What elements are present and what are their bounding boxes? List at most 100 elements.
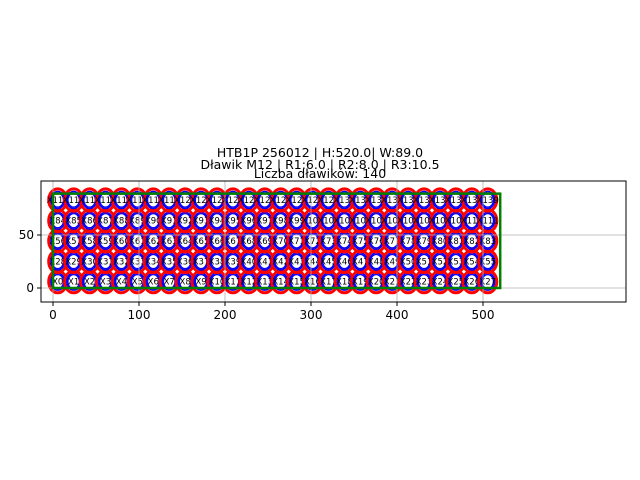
marker-dot <box>159 208 164 213</box>
marker-dot <box>254 228 259 233</box>
marker-dot <box>398 228 403 233</box>
point-label: X35 <box>161 258 178 268</box>
point-label: X79 <box>416 237 433 247</box>
point-label: X69 <box>256 237 273 247</box>
marker-dot <box>190 269 196 274</box>
point-label: X13 <box>256 278 273 288</box>
marker-dot <box>270 228 275 233</box>
marker-dot <box>445 228 451 233</box>
point-label: X28 <box>49 258 66 268</box>
marker-dot <box>461 269 466 274</box>
point-label: X52 <box>432 258 449 268</box>
point-label: X49 <box>384 258 401 268</box>
point-label: X10 <box>209 278 226 288</box>
point-label: X106 <box>397 217 419 227</box>
point-label: X25 <box>448 278 465 288</box>
x-tick-label: 0 <box>49 308 57 322</box>
point-label: X71 <box>288 237 305 247</box>
point-label: X95 <box>225 217 242 227</box>
point-label: X53 <box>448 258 465 268</box>
point-label: X121 <box>190 196 212 206</box>
marker-dot <box>302 208 307 213</box>
marker-dot <box>477 269 482 274</box>
marker-dot <box>111 208 116 213</box>
marker-dot <box>366 228 371 233</box>
point-label: X131 <box>349 196 371 206</box>
marker-dot <box>445 249 451 254</box>
marker-dot <box>175 269 180 274</box>
point-label: X27 <box>479 278 496 288</box>
point-label: X30 <box>81 258 98 268</box>
point-label: X90 <box>145 217 162 227</box>
marker-dot <box>350 208 355 213</box>
marker-dot <box>302 269 307 274</box>
plot-area: X0 X1 X2 X3 X4 X5 X6 X7 X8 X9 X10 X11 X12 X13 X14 X15 X1… <box>41 181 626 302</box>
marker-dot <box>334 208 339 213</box>
marker-dot <box>270 208 275 213</box>
marker-dot <box>143 208 148 213</box>
marker-dot <box>318 228 323 233</box>
marker-dot <box>127 269 132 274</box>
point-label: X62 <box>145 237 162 247</box>
point-label: X65 <box>193 237 210 247</box>
point-label: X111 <box>477 217 499 227</box>
point-label: X47 <box>352 258 369 268</box>
marker-dot <box>429 228 435 233</box>
point-label: X8 <box>180 278 191 288</box>
point-label: X114 <box>79 196 101 206</box>
point-label: X136 <box>429 196 451 206</box>
middle-circle <box>480 190 496 210</box>
point-label: X73 <box>320 237 337 247</box>
point-label: X39 <box>225 258 242 268</box>
point-label: X86 <box>81 217 98 227</box>
marker-dot <box>413 208 419 213</box>
point-label: X57 <box>65 237 82 247</box>
point-label: X97 <box>256 217 273 227</box>
marker-dot <box>398 208 403 213</box>
marker-dot <box>206 269 212 274</box>
point-label: X82 <box>463 237 480 247</box>
point-label: X66 <box>209 237 226 247</box>
point-label: X74 <box>336 237 353 247</box>
point-label: X54 <box>463 258 480 268</box>
marker-dot <box>95 208 100 213</box>
marker-dot <box>461 228 466 233</box>
point-label: X7 <box>164 278 175 288</box>
point-label: X98 <box>272 217 289 227</box>
point-label: X116 <box>110 196 132 206</box>
marker-dot <box>206 208 212 213</box>
marker-dot <box>63 228 68 233</box>
point-label: X67 <box>225 237 242 247</box>
point-label: X16 <box>304 278 321 288</box>
point-label: X40 <box>241 258 258 268</box>
marker-dot <box>238 228 243 233</box>
marker-dot <box>254 249 259 254</box>
point-label: X41 <box>256 258 273 268</box>
marker-dot <box>318 208 323 213</box>
marker-dot <box>175 249 180 254</box>
point-label: X100 <box>302 217 324 227</box>
x-tick-label: 400 <box>386 308 409 322</box>
point-label: X115 <box>94 196 116 206</box>
point-label: X77 <box>384 237 401 247</box>
point-label: X93 <box>193 217 210 227</box>
point-label: X78 <box>400 237 417 247</box>
point-label: X18 <box>336 278 353 288</box>
point-label: X43 <box>288 258 305 268</box>
marker-dot <box>95 249 100 254</box>
marker-dot <box>286 228 291 233</box>
point-label: X3 <box>100 278 111 288</box>
marker-dot <box>382 269 387 274</box>
point-label: X14 <box>272 278 289 288</box>
marker-dot <box>63 208 68 213</box>
point-label: X89 <box>129 217 146 227</box>
point-label: X120 <box>174 196 196 206</box>
point-label: X38 <box>209 258 226 268</box>
marker-dot <box>111 249 116 254</box>
point-label: X138 <box>461 196 483 206</box>
marker-dot <box>143 249 148 254</box>
point-label: X101 <box>317 217 339 227</box>
point-label: X24 <box>432 278 449 288</box>
marker-dot <box>334 269 339 274</box>
